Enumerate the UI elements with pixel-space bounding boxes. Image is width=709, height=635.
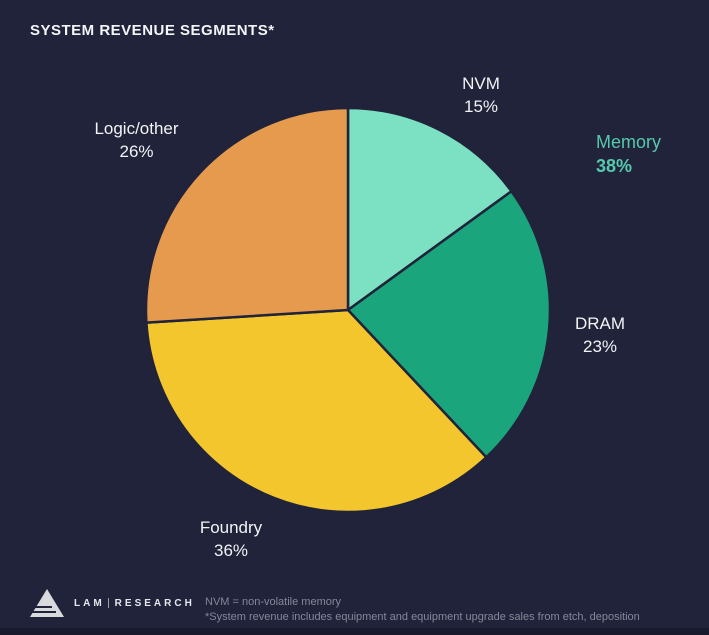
pie-label-nvm-value: 15% <box>463 96 499 116</box>
footnotes: NVM = non-volatile memory *System revenu… <box>205 595 709 625</box>
pie-label-dram-value: 23% <box>582 336 618 356</box>
bottom-bar <box>0 628 709 635</box>
pie-chart <box>144 106 552 514</box>
pie-slice-dram <box>346 190 552 459</box>
memory-callout-value: 38% <box>596 156 633 177</box>
lam-research-logo-text: LAM RESEARCH <box>74 598 195 609</box>
pie-label-logic-other-value: 26% <box>119 141 154 161</box>
lam-research-logo-icon <box>30 589 64 617</box>
pie-label-logic-other: Logic/other 26% <box>64 118 209 164</box>
pie-slice-foundry <box>145 308 488 514</box>
pie-label-nvm: NVM 15% <box>431 73 531 119</box>
pie-slice-logic-other <box>144 106 350 324</box>
footnote-system-revenue: *System revenue includes equipment and e… <box>205 611 640 623</box>
page-title: SYSTEM REVENUE SEGMENTS* <box>30 22 275 39</box>
logo-divider <box>107 598 109 608</box>
pie-label-dram-name: DRAM <box>574 314 626 333</box>
pie-label-foundry-value: 36% <box>213 540 249 560</box>
pie-label-nvm-name: NVM <box>462 74 500 93</box>
pie-label-dram: DRAM 23% <box>550 313 650 359</box>
memory-callout: Memory 38% <box>596 130 661 179</box>
pie-label-foundry: Foundry 36% <box>171 517 291 563</box>
pie-label-logic-other-name: Logic/other <box>94 119 179 138</box>
logo-word-research: RESEARCH <box>114 597 195 609</box>
lam-research-logo: LAM RESEARCH <box>30 588 195 618</box>
pie-slice-nvm <box>346 106 513 312</box>
pie-label-foundry-name: Foundry <box>199 518 263 537</box>
logo-word-lam: LAM <box>74 597 105 609</box>
footnote-nvm-definition: NVM = non-volatile memory <box>205 596 342 608</box>
memory-callout-label: Memory <box>596 132 662 152</box>
